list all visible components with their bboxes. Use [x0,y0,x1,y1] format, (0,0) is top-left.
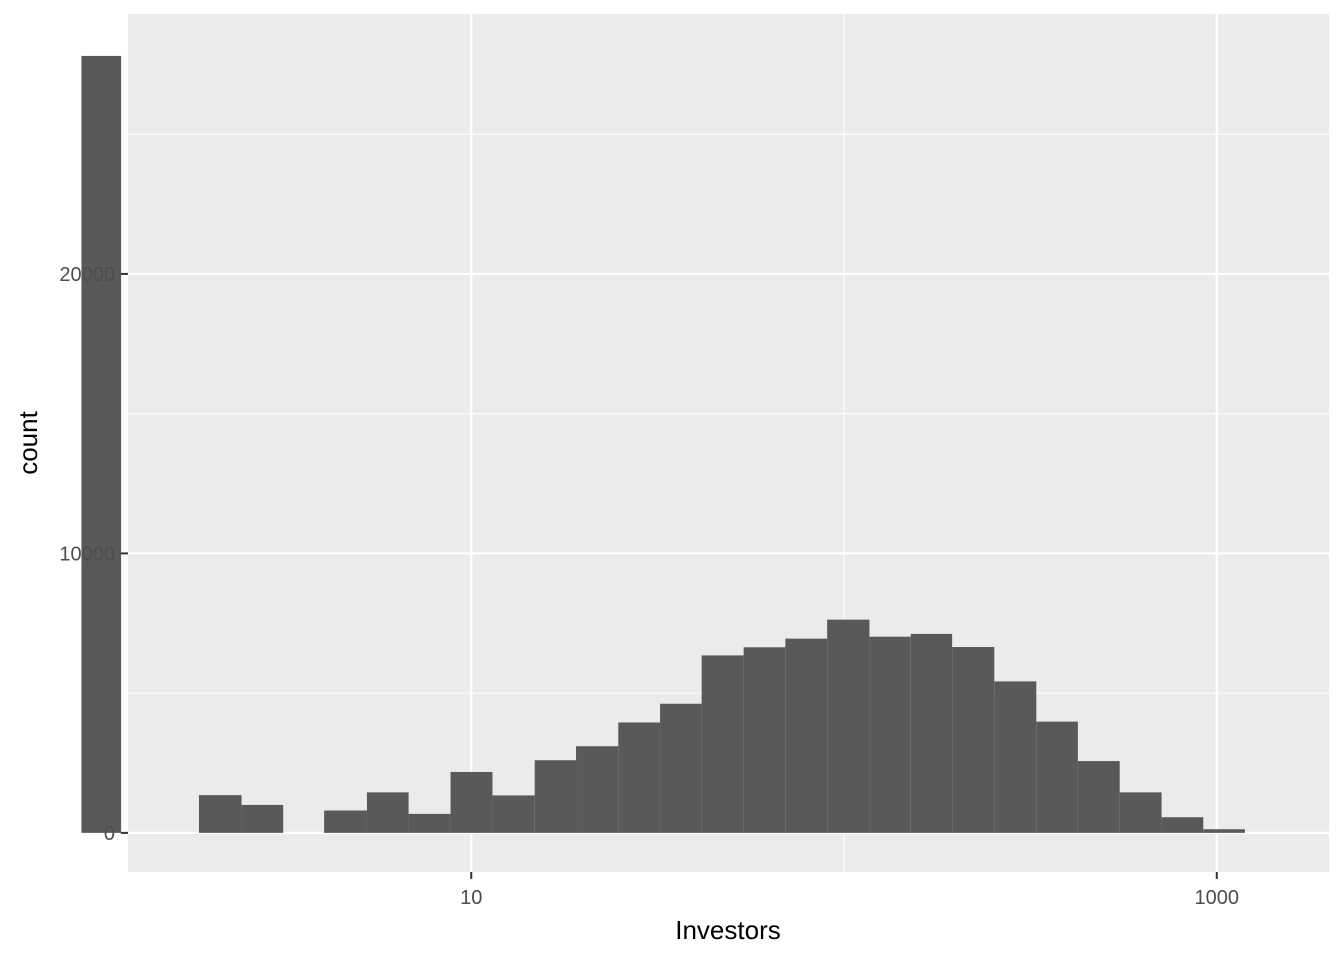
histogram-bar [408,813,451,833]
x-axis-title: Investors [675,915,781,945]
histogram-bar [701,655,744,833]
histogram-bar [241,804,284,833]
histogram-bars [81,55,1245,833]
y-tick-label: 0 [104,823,115,845]
histogram-bar [743,647,786,833]
histogram-bar [492,795,535,833]
x-tick-label: 1000 [1195,887,1240,909]
histogram-bar [534,760,577,833]
histogram-bar [450,771,493,833]
y-axis: 0 10000 20000 [59,264,128,845]
histogram-bar [785,638,828,833]
x-tick-label: 10 [460,887,482,909]
histogram-bar [81,55,122,833]
histogram-bar [198,795,242,833]
histogram-bar [1036,721,1078,833]
histogram-bar [827,619,870,833]
histogram-bar [1077,761,1120,833]
major-gridlines [128,14,1329,872]
histogram-bar [1119,792,1162,833]
histogram-bar [576,746,619,833]
y-tick-label: 10000 [59,543,115,565]
y-tick-label: 20000 [59,264,115,286]
histogram-bar [994,681,1037,833]
histogram-bar [869,636,911,833]
histogram-bar [618,722,661,833]
histogram-bar [1203,829,1245,833]
histogram-bar [1161,817,1204,833]
x-axis: 10 1000 [460,872,1239,909]
histogram-bar [952,647,995,833]
histogram-bar [366,792,409,833]
y-axis-title: count [13,410,43,474]
histogram-bar [324,810,367,833]
histogram-bar [910,633,953,833]
histogram-bar [660,703,702,833]
